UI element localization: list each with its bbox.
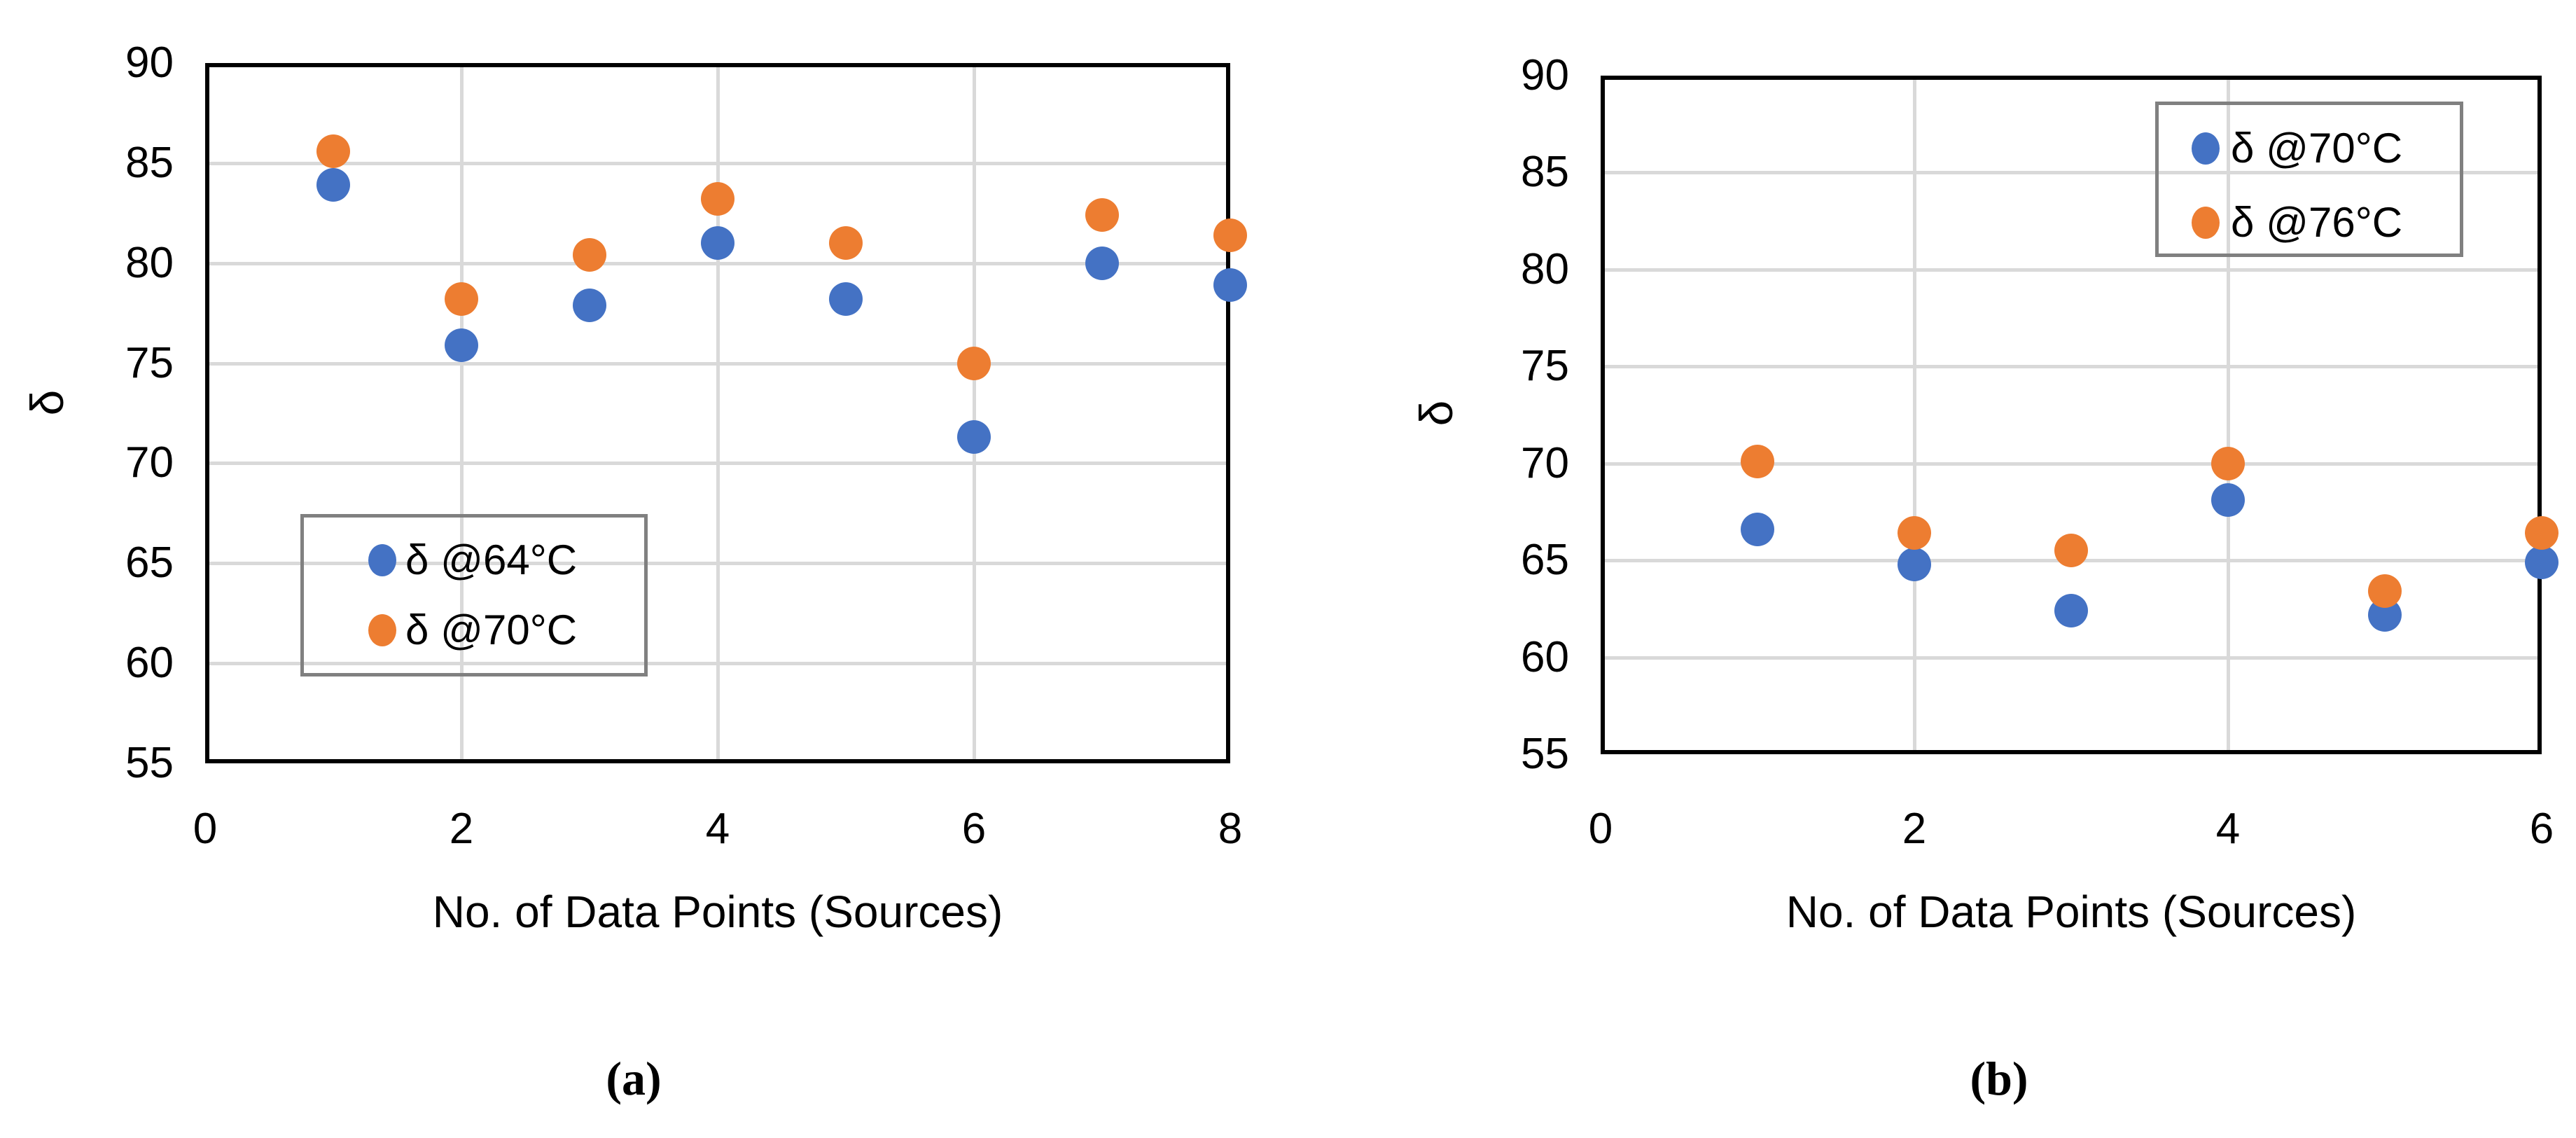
- legend-marker-icon: [368, 614, 396, 646]
- data-point: [1085, 198, 1119, 233]
- data-point: [2525, 545, 2558, 579]
- data-point: [1741, 444, 1774, 478]
- gridline-v: [2227, 76, 2230, 754]
- gridline-h: [1601, 268, 2542, 272]
- legend: [2155, 102, 2463, 257]
- y-tick-label: 90: [1521, 51, 1569, 99]
- data-point: [573, 238, 606, 272]
- data-point: [957, 420, 991, 454]
- data-point: [829, 226, 863, 261]
- x-axis-title-b: No. of Data Points (Sources): [1785, 887, 2357, 937]
- y-tick-label: 65: [125, 539, 174, 588]
- legend-marker-icon: [368, 544, 396, 576]
- data-point: [1213, 268, 1247, 303]
- gridline-v: [1913, 76, 1916, 754]
- data-point: [316, 168, 350, 202]
- panel-caption-a: (a): [606, 1052, 662, 1105]
- data-point: [1085, 246, 1119, 280]
- data-point: [957, 346, 991, 380]
- data-point: [701, 182, 734, 216]
- data-point: [701, 226, 734, 261]
- data-point: [2054, 594, 2088, 628]
- x-tick-label: 4: [2215, 805, 2241, 853]
- x-tick-label: 2: [449, 805, 474, 853]
- legend-item-label: δ @76°C: [2231, 199, 2403, 246]
- legend: [300, 514, 648, 676]
- plot-area: [1601, 76, 2542, 754]
- x-tick-label: 6: [961, 805, 987, 853]
- gridline-v: [973, 63, 976, 763]
- data-point: [1213, 218, 1247, 252]
- data-point: [1741, 512, 1774, 546]
- x-tick-label: 6: [2529, 805, 2554, 853]
- y-tick-label: 85: [125, 138, 174, 187]
- x-tick-label: 0: [193, 805, 218, 853]
- gridline-h: [1601, 171, 2542, 175]
- y-tick-label: 90: [125, 39, 174, 87]
- y-tick-label: 75: [125, 338, 174, 387]
- data-point: [445, 282, 478, 317]
- x-tick-label: 8: [1218, 805, 1243, 853]
- y-tick-label: 75: [1521, 342, 1569, 391]
- legend-item-label: δ @64°C: [405, 536, 578, 583]
- y-tick-label: 85: [1521, 148, 1569, 197]
- y-tick-label: 80: [1521, 244, 1569, 293]
- data-point: [2211, 446, 2245, 480]
- y-tick-label: 60: [125, 639, 174, 688]
- data-point: [1898, 547, 1931, 581]
- gridline-h: [1601, 655, 2542, 660]
- y-tick-label: 80: [125, 238, 174, 287]
- legend-item-label: δ @70°C: [2231, 125, 2403, 172]
- gridline-h: [1601, 462, 2542, 466]
- x-tick-label: 0: [1588, 805, 1613, 853]
- panel-caption-b: (b): [1970, 1052, 2028, 1105]
- gridline-h: [1601, 365, 2542, 369]
- legend-item-label: δ @70°C: [405, 606, 578, 653]
- data-point: [1898, 516, 1931, 550]
- y-tick-label: 60: [1521, 632, 1569, 681]
- y-tick-label: 55: [1521, 730, 1569, 778]
- x-tick-label: 4: [705, 805, 730, 853]
- legend-marker-icon: [2192, 132, 2220, 165]
- x-tick-label: 2: [1902, 805, 1927, 853]
- data-point: [2525, 516, 2558, 550]
- data-point: [2368, 574, 2402, 609]
- data-point: [445, 328, 478, 362]
- data-point: [2054, 534, 2088, 568]
- gridline-v: [716, 63, 720, 763]
- y-tick-label: 55: [125, 739, 174, 787]
- data-point: [316, 134, 350, 168]
- y-tick-label: 70: [1521, 438, 1569, 487]
- data-point: [573, 288, 606, 322]
- x-axis-title-a: No. of Data Points (Sources): [432, 887, 1003, 937]
- y-tick-label: 65: [1521, 536, 1569, 585]
- data-point: [2211, 483, 2245, 518]
- y-tick-label: 70: [125, 438, 174, 487]
- legend-marker-icon: [2192, 207, 2220, 239]
- data-point: [829, 282, 863, 317]
- gridline-v: [460, 63, 464, 763]
- plot-area: [205, 63, 1230, 763]
